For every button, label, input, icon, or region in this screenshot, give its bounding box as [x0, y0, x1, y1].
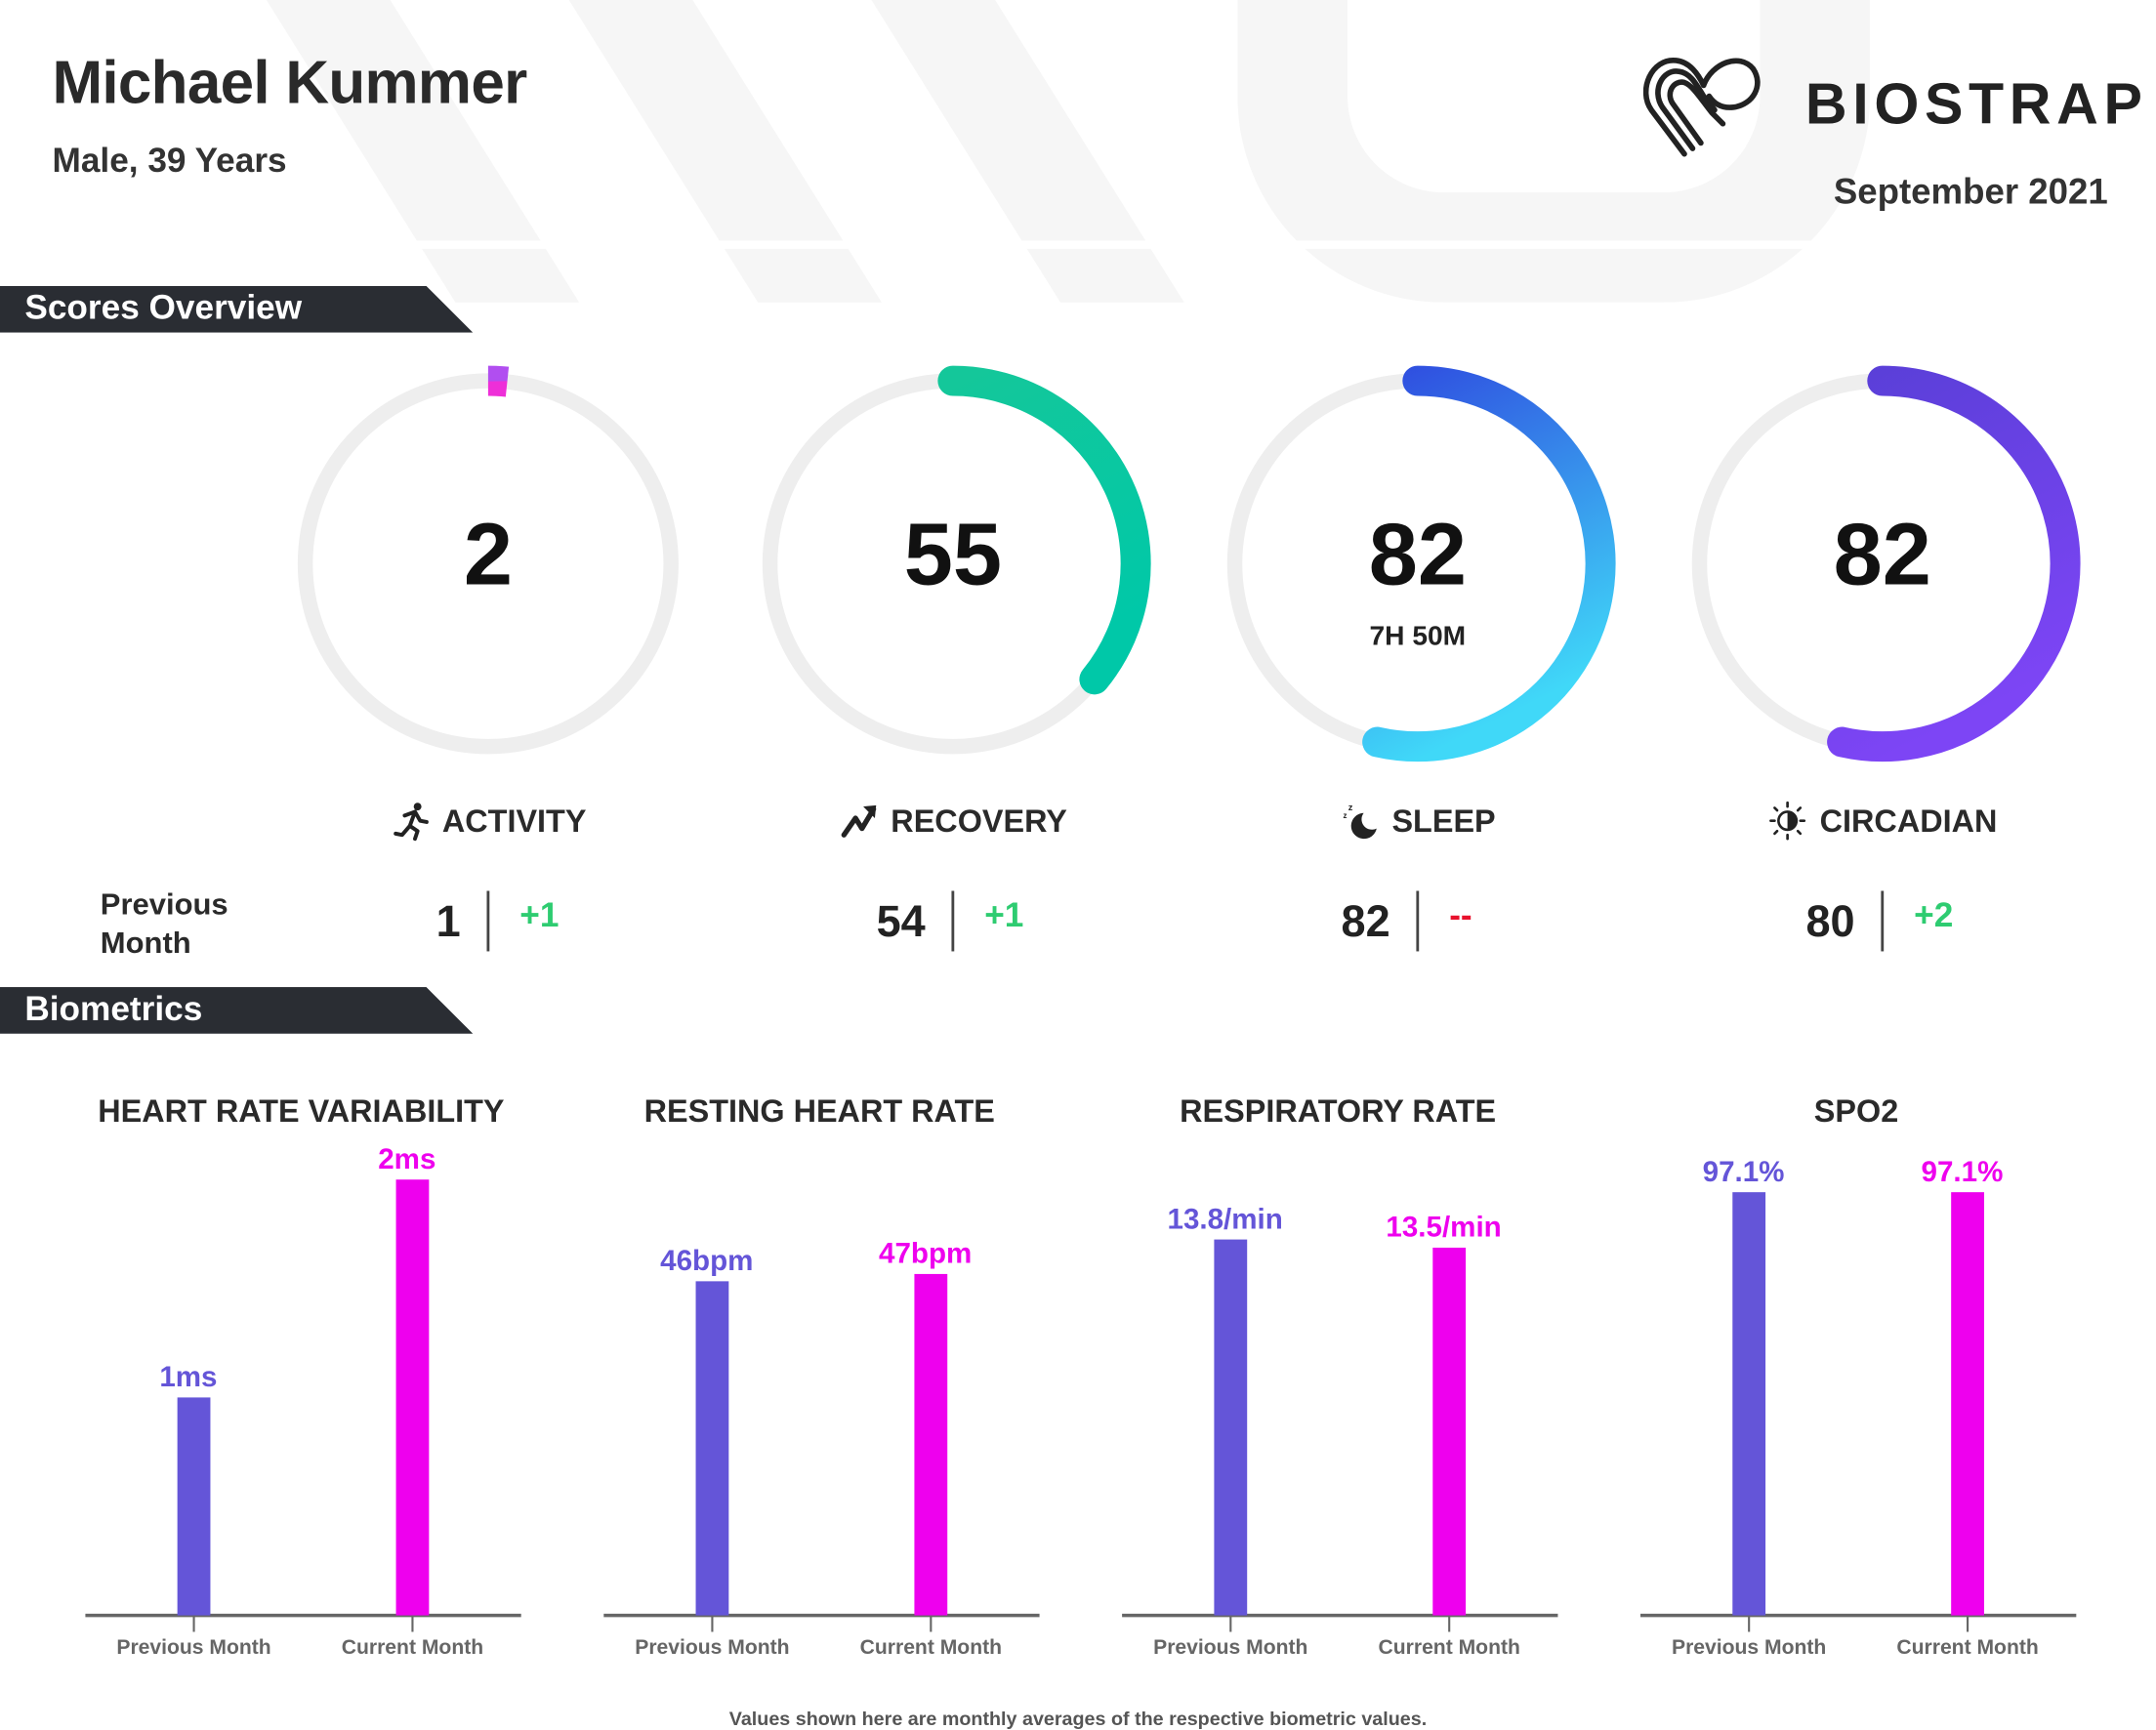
- bar-previous: [1732, 1192, 1766, 1616]
- footnote: Values shown here are monthly averages o…: [728, 1707, 1428, 1730]
- bar-value-label: 2ms: [378, 1143, 435, 1175]
- section-title: Scores Overview: [24, 288, 303, 328]
- biostrap-logo-icon: [1642, 58, 1761, 157]
- chart-title: RESTING HEART RATE: [643, 1092, 995, 1130]
- previous-label-line: Month: [100, 925, 191, 960]
- previous-label-line: Previous: [100, 886, 228, 922]
- previous-score: 1: [435, 896, 461, 946]
- ring-progress-arc: [1827, 365, 2081, 762]
- chart-title: HEART RATE VARIABILITY: [98, 1092, 505, 1130]
- bar-current: [914, 1273, 948, 1616]
- background-stripe: [1237, 0, 1871, 303]
- user-demographics: Male, 39 Years: [52, 142, 287, 181]
- score-ring: [1226, 365, 1616, 762]
- bar-value-label: 13.5/min: [1386, 1212, 1501, 1244]
- running-person-icon: [393, 803, 429, 842]
- sleep-duration: 7H 50M: [1369, 621, 1467, 652]
- score-label-activity: ACTIVITY: [310, 801, 667, 842]
- bar-value-label: 46bpm: [660, 1245, 753, 1277]
- bar-value-label: 47bpm: [879, 1238, 972, 1270]
- chart-title: RESPIRATORY RATE: [1180, 1092, 1497, 1130]
- trend-up-arrow-icon: [841, 804, 877, 838]
- previous-score: 80: [1805, 896, 1855, 946]
- bar-current: [395, 1179, 430, 1616]
- bar-chart: 97.1% Previous Month 97.1% Current Month: [1639, 1156, 2077, 1659]
- header-divider: [0, 240, 2156, 249]
- ring-progress-arc: [487, 365, 510, 397]
- score-label-recovery: RECOVERY: [774, 801, 1132, 842]
- bar-previous: [177, 1397, 211, 1616]
- bar-previous: [1214, 1239, 1248, 1616]
- score-label-text: ACTIVITY: [441, 802, 587, 839]
- section-title: Biometrics: [24, 989, 203, 1029]
- score-label-text: RECOVERY: [891, 802, 1067, 839]
- bar-current: [1951, 1192, 1984, 1616]
- score-label-circadian: CIRCADIAN: [1704, 801, 2061, 842]
- score-delta: --: [1449, 896, 1472, 935]
- x-tick-label: Previous Month: [1672, 1636, 1826, 1659]
- bar-chart: 13.8/min Previous Month 13.5/min Current Mo…: [1122, 1203, 1558, 1659]
- biometrics-banner: Biometrics: [0, 987, 474, 1034]
- score-delta: +2: [1914, 896, 1954, 935]
- previous-score: 82: [1341, 896, 1390, 946]
- ring-progress-arc: [937, 365, 1151, 695]
- bar-value-label: 13.8/min: [1168, 1203, 1283, 1235]
- score-ring: [762, 365, 1151, 755]
- chart-title: SPO2: [1813, 1092, 1899, 1130]
- score-ring: [297, 365, 679, 755]
- score-label-sleep: z z SLEEP: [1239, 801, 1596, 842]
- scores-overview-banner: Scores Overview: [0, 285, 474, 333]
- x-tick-label: Previous Month: [635, 1636, 789, 1659]
- score-delta: +1: [519, 896, 560, 935]
- divider: [486, 890, 490, 952]
- score-delta: +1: [984, 896, 1024, 935]
- bar-previous: [695, 1281, 729, 1616]
- x-tick-label: Previous Month: [116, 1636, 270, 1659]
- x-tick-label: Previous Month: [1153, 1636, 1307, 1659]
- ring-progress-arc: [1362, 365, 1616, 762]
- bar-current: [1432, 1247, 1467, 1616]
- x-tick-label: Current Month: [1896, 1636, 2038, 1659]
- report-period: September 2021: [1833, 170, 2108, 212]
- x-tick-label: Current Month: [342, 1636, 483, 1659]
- bar-value-label: 97.1%: [1922, 1156, 2004, 1188]
- x-tick-label: Current Month: [1378, 1636, 1519, 1659]
- score-label-text: CIRCADIAN: [1819, 802, 1998, 839]
- svg-text:z: z: [1348, 803, 1353, 812]
- background-stripe: [534, 0, 882, 303]
- previous-score: 54: [876, 896, 926, 946]
- bar-chart: 46bpm Previous Month 47bpm Current Month: [603, 1238, 1040, 1659]
- score-value: 82: [1833, 504, 1931, 604]
- brand-name: BIOSTRAP: [1804, 71, 2148, 137]
- score-value: 2: [463, 504, 513, 604]
- bar-value-label: 1ms: [159, 1361, 217, 1393]
- background-stripe: [837, 0, 1184, 303]
- bar-value-label: 97.1%: [1703, 1156, 1785, 1188]
- moon-zzz-icon: zz: [1344, 803, 1378, 840]
- score-ring: [1691, 365, 2081, 762]
- x-tick-label: Current Month: [860, 1636, 1002, 1659]
- user-name: Michael Kummer: [52, 49, 528, 117]
- divider: [1416, 890, 1420, 952]
- score-label-text: SLEEP: [1391, 802, 1496, 839]
- svg-text:z: z: [1344, 811, 1348, 820]
- divider: [951, 890, 955, 952]
- divider: [1881, 890, 1885, 952]
- sun-moon-icon: [1769, 801, 1806, 841]
- score-value: 55: [903, 504, 1002, 604]
- previous-month-label: Previous Month: [101, 886, 228, 963]
- score-value: 82: [1368, 504, 1467, 604]
- bar-chart: 1ms Previous Month 2ms Current Month: [85, 1143, 521, 1659]
